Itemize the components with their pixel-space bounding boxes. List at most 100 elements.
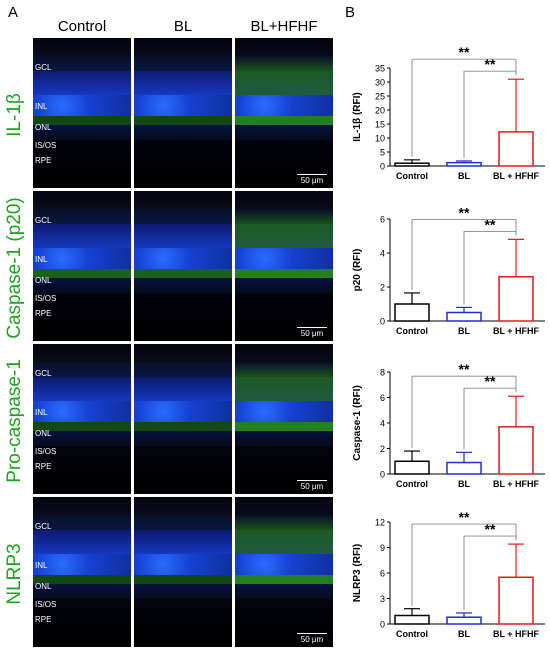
retina-layer	[235, 446, 333, 494]
panel-b-label: B	[345, 4, 356, 21]
y-tick-label: 6	[380, 215, 385, 225]
y-tick-label: 15	[375, 120, 385, 130]
retina-layer	[33, 224, 131, 248]
y-tick-label: 9	[380, 543, 385, 553]
retina-layer	[235, 71, 333, 95]
retina-layer	[134, 431, 232, 446]
micrograph-il1b-blhfhf: 50 μm	[235, 38, 333, 188]
layer-label: RPE	[35, 462, 52, 471]
y-tick-label: 30	[375, 78, 385, 88]
retina-layer	[33, 95, 131, 116]
retina-layer	[33, 497, 131, 515]
layer-label: GCL	[35, 216, 52, 225]
retina-layer	[33, 140, 131, 188]
significance-marker: **	[459, 509, 470, 525]
retina-layer	[235, 125, 333, 140]
y-tick-label: 35	[375, 64, 385, 74]
y-tick-label: 25	[375, 92, 385, 102]
y-tick-label: 4	[380, 419, 385, 429]
retina-layer	[33, 575, 131, 584]
micrograph-il1b-control: GCL INL ONL IS/OS RPE	[33, 38, 131, 188]
retina-layer	[235, 377, 333, 401]
layer-label: INL	[35, 408, 48, 417]
retina-layer	[33, 599, 131, 647]
significance-bracket	[463, 535, 517, 610]
y-axis-label: NLRP3 (RFI)	[352, 544, 363, 602]
retina-layer	[235, 278, 333, 293]
retina-layer	[235, 209, 333, 224]
layer-label: INL	[35, 561, 48, 570]
y-axis-label: p20 (RFI)	[352, 249, 363, 292]
micrograph-p20-control: GCL INL ONL IS/OS RPE	[33, 191, 131, 341]
bar	[394, 460, 430, 475]
y-tick-label: 0	[380, 162, 385, 172]
retina-layer	[33, 422, 131, 431]
x-tick-label: BL	[458, 326, 470, 336]
retina-layer	[33, 125, 131, 140]
retina-layer	[235, 431, 333, 446]
column-header-bl: BL	[173, 18, 193, 35]
retina-layer	[33, 71, 131, 95]
layer-label: RPE	[35, 615, 52, 624]
column-header-control: Control	[57, 18, 107, 35]
retina-layer	[235, 224, 333, 248]
retina-layer	[134, 446, 232, 494]
y-tick-label: 2	[380, 444, 385, 454]
significance-bracket	[411, 58, 517, 157]
bar	[446, 616, 482, 625]
y-tick-label: 0	[380, 317, 385, 327]
significance-bracket	[411, 523, 517, 606]
retina-layer	[235, 191, 333, 209]
x-tick-label: Control	[396, 326, 428, 336]
retina-layer	[33, 431, 131, 446]
layer-label: IS/OS	[35, 294, 57, 303]
y-axis-label: Caspase-1 (RFI)	[352, 385, 363, 461]
retina-layer	[235, 584, 333, 599]
retina-layer	[134, 38, 232, 56]
significance-bracket	[411, 218, 517, 290]
y-tick-label: 12	[375, 518, 385, 528]
retina-layer	[134, 248, 232, 269]
retina-layer	[235, 515, 333, 530]
retina-layer	[235, 599, 333, 647]
x-tick-label: BL + HFHF	[493, 479, 540, 489]
bar	[498, 426, 534, 475]
retina-layer	[134, 293, 232, 341]
retina-layer	[33, 209, 131, 224]
retina-layer	[33, 344, 131, 362]
retina-layer	[134, 515, 232, 530]
layer-label: GCL	[35, 63, 52, 72]
layer-label: ONL	[35, 429, 52, 438]
bar	[394, 303, 430, 322]
retina-layer	[235, 344, 333, 362]
retina-layer	[33, 293, 131, 341]
retina-layer	[134, 362, 232, 377]
retina-layer	[33, 116, 131, 125]
y-tick-label: 6	[380, 569, 385, 579]
x-tick-label: BL + HFHF	[493, 326, 540, 336]
x-tick-label: Control	[396, 171, 428, 181]
layer-label: IS/OS	[35, 141, 57, 150]
x-tick-label: BL	[458, 629, 470, 639]
retina-layer	[134, 422, 232, 431]
retina-layer	[134, 116, 232, 125]
retina-layer	[134, 584, 232, 599]
significance-bracket	[463, 70, 517, 158]
micrograph-procasp-blhfhf: 50 μm	[235, 344, 333, 494]
y-tick-label: 3	[380, 594, 385, 604]
scale-bar: 50 μm	[294, 479, 330, 491]
layer-label: INL	[35, 255, 48, 264]
layer-label: GCL	[35, 522, 52, 531]
significance-marker: **	[485, 373, 496, 389]
x-tick-label: BL	[458, 171, 470, 181]
retina-layer	[235, 269, 333, 278]
retina-layer	[33, 191, 131, 209]
layer-label: GCL	[35, 369, 52, 378]
micrograph-nlrp3-blhfhf: 50 μm	[235, 497, 333, 647]
layer-label: ONL	[35, 582, 52, 591]
retina-layer	[134, 497, 232, 515]
retina-layer	[134, 95, 232, 116]
scale-bar: 50 μm	[294, 173, 330, 185]
layer-label: RPE	[35, 309, 52, 318]
